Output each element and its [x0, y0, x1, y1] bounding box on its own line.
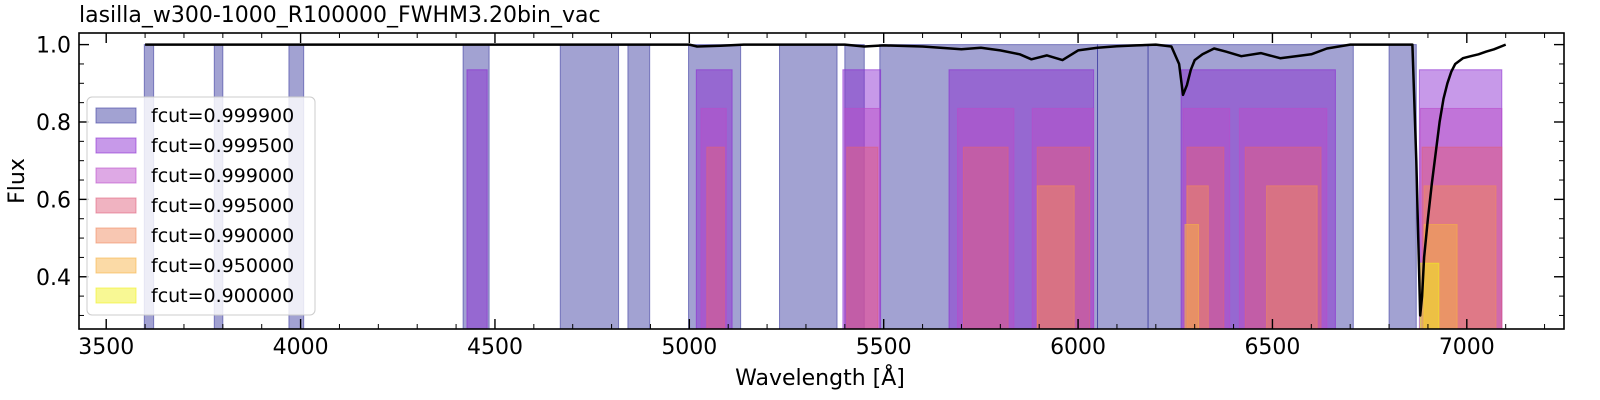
x-tick-label: 5500 [856, 335, 912, 360]
span-3-0 [706, 146, 725, 329]
x-axis-label: Wavelength [Å] [735, 364, 905, 391]
legend-label: fcut=0.999900 [151, 105, 294, 127]
span-3-2 [962, 146, 1009, 329]
plot-frame [78, 32, 1565, 330]
span-2-5 [1238, 107, 1328, 329]
span-3-1 [846, 146, 879, 329]
span-0-10 [1097, 44, 1149, 329]
x-tick-label: 4000 [273, 335, 329, 360]
span-0-7 [779, 44, 838, 329]
legend-label: fcut=0.995000 [151, 195, 294, 217]
spectrum-polyline [145, 43, 1507, 317]
span-5-0 [1184, 224, 1200, 329]
x-tick-label: 4500 [467, 335, 523, 360]
span-4-2 [1266, 185, 1318, 329]
span-2-2 [957, 107, 1015, 329]
legend-swatch [95, 107, 137, 124]
y-axis-label: Flux [5, 158, 30, 204]
span-4-0 [1036, 185, 1075, 329]
span-2-4 [1182, 107, 1231, 329]
span-0-5 [627, 44, 651, 329]
span-1-4 [1180, 69, 1336, 329]
legend-swatch [95, 137, 137, 154]
y-tick-label: 0.6 [36, 188, 71, 213]
y-tick-label: 0.8 [36, 111, 71, 136]
fcut-spans [143, 44, 1503, 329]
spectrum-line [145, 43, 1507, 317]
legend: fcut=0.999900 fcut=0.999500 fcut=0.999000 f… [86, 96, 316, 316]
x-tick-label: 3500 [78, 335, 134, 360]
legend-swatch [95, 167, 137, 184]
y-tick-label: 0.4 [36, 266, 71, 291]
legend-label: fcut=0.950000 [151, 255, 294, 277]
span-0-9 [879, 44, 1099, 329]
x-tick-label: 7000 [1439, 335, 1495, 360]
x-tick-label: 6500 [1244, 335, 1300, 360]
x-tick-label: 6000 [1050, 335, 1106, 360]
chart-title: lasilla_w300-1000_R100000_FWHM3.20bin_va… [79, 3, 601, 28]
legend-swatch [95, 257, 137, 274]
y-tick-label: 1.0 [36, 34, 71, 59]
legend-label: fcut=0.999500 [151, 135, 294, 157]
span-2-3 [1031, 107, 1095, 329]
span-2-6 [1419, 107, 1503, 329]
span-0-4 [559, 44, 620, 329]
span-0-12 [1388, 44, 1417, 329]
legend-swatch [95, 287, 137, 304]
span-2-0 [700, 107, 727, 329]
axes: 3500 4000 4500 5000 5500 6000 6500 7000 0.4 0.6 0.… [36, 32, 1565, 360]
legend-label: fcut=0.999000 [151, 165, 294, 187]
x-tick-label: 5000 [661, 335, 717, 360]
span-4-3 [1423, 185, 1497, 329]
span-1-5 [1418, 69, 1503, 329]
legend-label: fcut=0.900000 [151, 285, 294, 307]
legend-label: fcut=0.990000 [151, 225, 294, 247]
span-4-1 [1186, 185, 1209, 329]
span-1-0 [466, 69, 488, 329]
span-3-3 [1036, 146, 1091, 329]
legend-swatch [95, 197, 137, 214]
span-3-6 [1421, 146, 1503, 329]
legend-swatch [95, 227, 137, 244]
span-5-1 [1423, 224, 1458, 329]
span-2-1 [844, 107, 881, 329]
span-1-2 [842, 69, 882, 329]
legend-box [86, 96, 316, 316]
span-3-5 [1244, 146, 1322, 329]
